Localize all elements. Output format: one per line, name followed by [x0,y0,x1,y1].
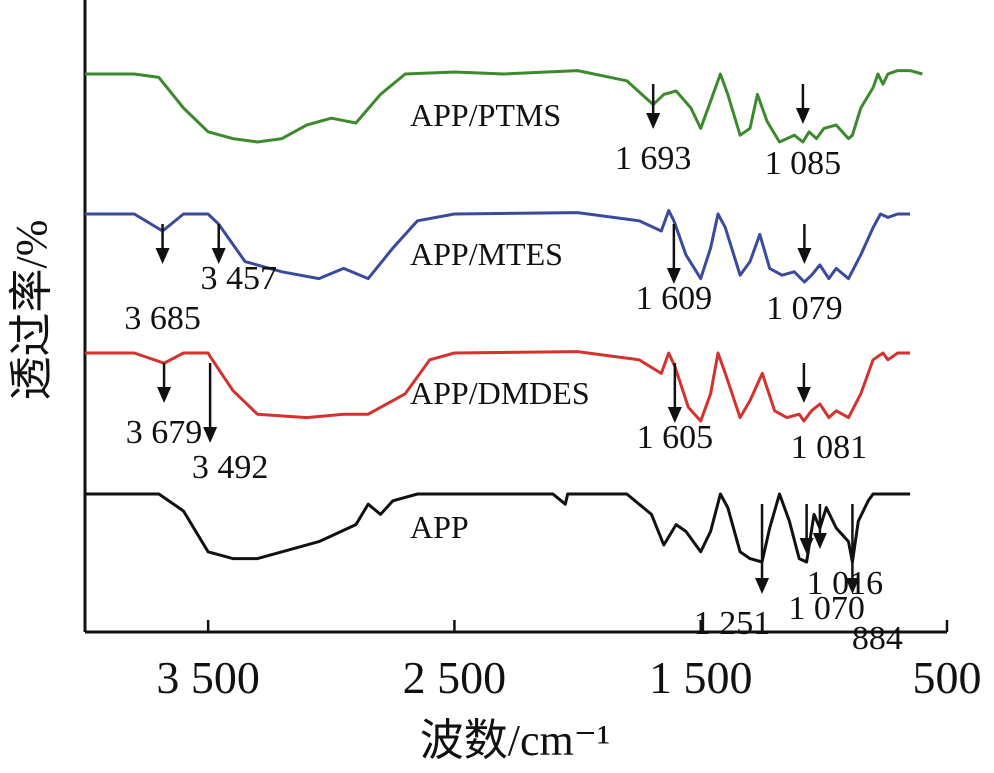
peak-label: 884 [852,620,903,657]
series-layer [85,69,923,564]
x-tick-label: 1 500 [649,652,753,703]
peak-arrowhead [812,533,827,549]
peak-label: 3 492 [192,449,269,486]
peak-arrowhead [646,113,661,129]
series-label: APP/PTMS [410,97,561,133]
peak-arrowhead [797,248,812,264]
peak-label: 1 079 [766,290,843,327]
series-line-app-ptms [85,69,923,144]
series-line-app-dmdes [85,350,911,423]
series-label: APP/DMDES [410,375,590,411]
x-tick-label: 3 500 [156,652,260,703]
peak-label: 3 679 [126,414,203,451]
peak-label: 1 070 [788,590,865,627]
label-layer: APP/PTMS APP/MTES APP/DMDES APP [410,97,590,545]
peak-arrowhead [155,248,170,264]
y-axis-title: 透过率/% [7,220,56,401]
x-tick-label: 2 500 [403,652,507,703]
peak-label: 1 609 [636,280,713,317]
peak-label: 1 085 [765,145,842,182]
series-line-app-mtes [85,209,911,284]
x-tick-label: 500 [913,652,982,703]
peak-arrowhead [795,108,810,124]
peak-arrowhead [796,387,811,403]
peak-arrowhead [755,578,770,594]
peak-label: 1 605 [637,419,714,456]
x-axis-title: 波数/cm⁻¹ [420,716,610,765]
peak-label: 3 457 [200,260,277,297]
peak-arrowhead [211,248,226,264]
series-label: APP/MTES [410,236,563,272]
peak-arrowhead [666,268,681,284]
axes: 3 500 2 500 1 500 500 [83,0,982,703]
peak-arrowhead [845,578,860,594]
peak-label: 1 251 [694,605,771,642]
peak-label: 1 081 [791,429,868,466]
peak-arrowhead [667,407,682,423]
peak-label: 3 685 [124,300,201,337]
peak-arrowhead [799,538,814,554]
peak-label: 1 693 [615,140,692,177]
peak-arrowhead [157,387,172,403]
series-line-app [85,492,911,564]
peak-arrowhead [203,427,218,443]
peak-label: 1 016 [807,565,884,602]
series-label: APP [410,509,469,545]
